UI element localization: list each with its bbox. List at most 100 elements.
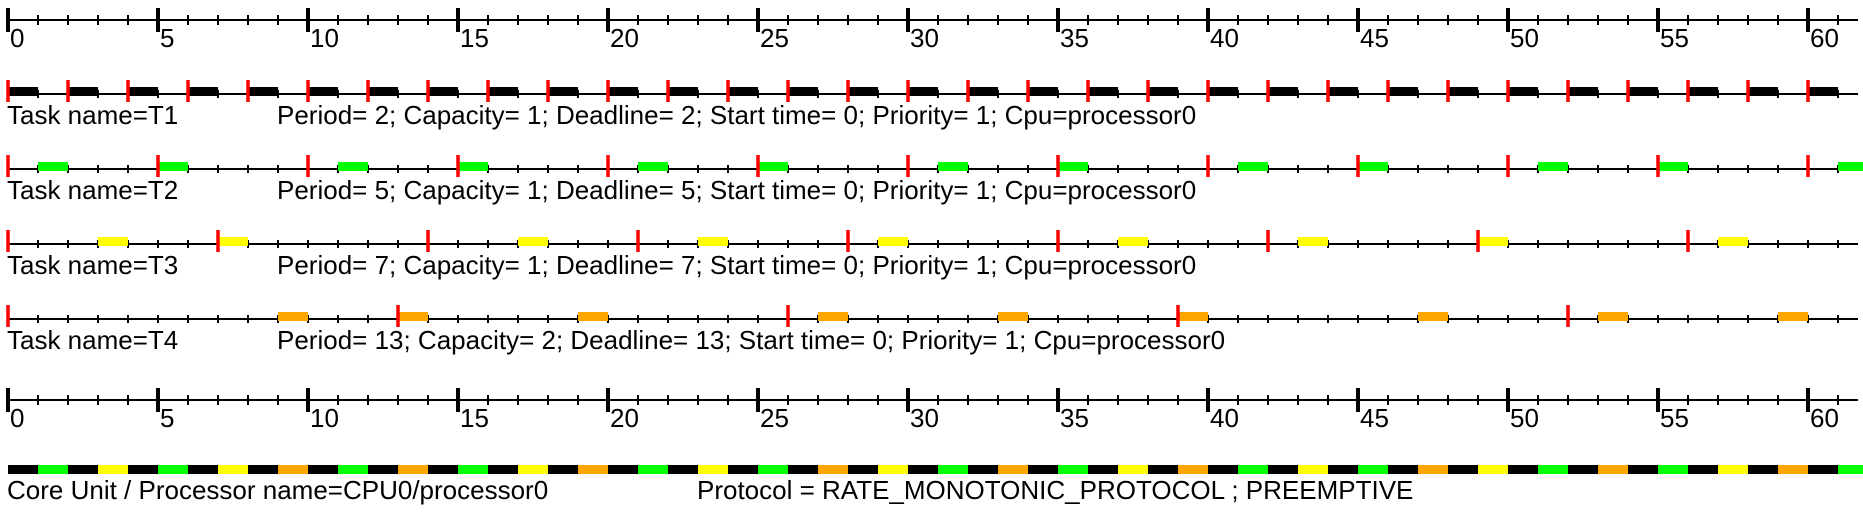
processor-execution-block	[1658, 465, 1688, 474]
execution-block	[1328, 87, 1358, 96]
execution-block	[158, 162, 188, 171]
time-tick-label: 55	[1660, 403, 1689, 433]
processor-execution-block	[908, 465, 938, 474]
processor-execution-block	[98, 465, 128, 474]
processor-execution-block	[38, 465, 68, 474]
time-tick-label: 60	[1810, 23, 1839, 53]
processor-execution-block	[278, 465, 308, 474]
processor-execution-block	[398, 465, 428, 474]
processor-row-layer	[8, 465, 1863, 474]
task-label-t2: Task name=T2	[7, 175, 178, 205]
time-tick-label: 10	[310, 403, 339, 433]
execution-block	[818, 312, 848, 321]
execution-block	[1028, 87, 1058, 96]
processor-execution-block	[218, 465, 248, 474]
processor-execution-block	[1058, 465, 1088, 474]
execution-block	[458, 162, 488, 171]
time-tick-label: 25	[760, 403, 789, 433]
execution-block	[1508, 87, 1538, 96]
time-tick-label: 10	[310, 23, 339, 53]
processor-execution-block	[1748, 465, 1778, 474]
protocol-label: Protocol = RATE_MONOTONIC_PROTOCOL ; PRE…	[697, 475, 1413, 505]
time-tick-label: 50	[1510, 23, 1539, 53]
processor-execution-block	[668, 465, 698, 474]
task-details-t4: Period= 13; Capacity= 2; Deadline= 13; S…	[277, 325, 1225, 355]
execution-block	[1418, 312, 1448, 321]
task-row-t1	[6, 80, 1858, 102]
processor-execution-block	[938, 465, 968, 474]
task-label-t1: Task name=T1	[7, 100, 178, 130]
execution-block	[1598, 312, 1628, 321]
execution-block	[68, 87, 98, 96]
processor-execution-block	[1808, 465, 1838, 474]
processor-execution-block	[848, 465, 878, 474]
time-tick-label: 5	[160, 403, 174, 433]
execution-block	[638, 162, 668, 171]
processor-execution-block	[1598, 465, 1628, 474]
processor-execution-block	[368, 465, 398, 474]
execution-block	[1058, 162, 1088, 171]
execution-block	[578, 312, 608, 321]
processor-execution-block	[1838, 465, 1863, 474]
processor-execution-block	[488, 465, 518, 474]
execution-block	[1538, 162, 1568, 171]
processor-execution-block	[8, 465, 38, 474]
processor-execution-block	[1478, 465, 1508, 474]
execution-block	[1148, 87, 1178, 96]
execution-block	[998, 312, 1028, 321]
execution-block	[848, 87, 878, 96]
processor-execution-block	[998, 465, 1028, 474]
processor-execution-block	[1178, 465, 1208, 474]
execution-block	[338, 162, 368, 171]
processor-execution-block	[1088, 465, 1118, 474]
execution-block	[488, 87, 518, 96]
execution-block	[428, 87, 458, 96]
time-axis-top: 0 5 10 15 20 25 30 35 40 45 50 55 60	[6, 8, 1858, 53]
processor-execution-block	[698, 465, 728, 474]
processor-execution-block	[728, 465, 758, 474]
processor-execution-block	[1418, 465, 1448, 474]
processor-execution-block	[128, 465, 158, 474]
execution-block	[968, 87, 998, 96]
processor-execution-block	[1028, 465, 1058, 474]
processor-execution-block	[578, 465, 608, 474]
time-tick-label: 60	[1810, 403, 1839, 433]
execution-block	[608, 87, 638, 96]
execution-block	[1688, 87, 1718, 96]
processor-execution-block	[608, 465, 638, 474]
task-row-t4	[6, 305, 1858, 327]
processor-execution-block	[1568, 465, 1598, 474]
processor-execution-block	[1148, 465, 1178, 474]
execution-block	[128, 87, 158, 96]
execution-block	[1718, 237, 1748, 246]
execution-block	[1748, 87, 1778, 96]
execution-block	[1208, 87, 1238, 96]
processor-execution-block	[68, 465, 98, 474]
execution-block	[1808, 87, 1838, 96]
processor-execution-block	[878, 465, 908, 474]
execution-block	[188, 87, 218, 96]
processor-execution-block	[1208, 465, 1238, 474]
processor-execution-block	[1268, 465, 1298, 474]
execution-block	[1388, 87, 1418, 96]
time-axis-middle: 0 5 10 15 20 25 30 35 40 45 50 55 60	[6, 388, 1858, 433]
execution-block	[1628, 87, 1658, 96]
processor-execution-block	[1718, 465, 1748, 474]
execution-block	[698, 237, 728, 246]
processor-execution-block	[458, 465, 488, 474]
processor-execution-block	[1448, 465, 1478, 474]
time-tick-label: 45	[1360, 403, 1389, 433]
task-label-t4: Task name=T4	[7, 325, 178, 355]
execution-block	[728, 87, 758, 96]
processor-execution-block	[548, 465, 578, 474]
processor-execution-block	[1298, 465, 1328, 474]
execution-block	[218, 237, 248, 246]
task-rows-layer	[6, 80, 1863, 327]
processor-execution-block	[338, 465, 368, 474]
processor-execution-block	[1538, 465, 1568, 474]
processor-execution-block	[1778, 465, 1808, 474]
execution-block	[398, 312, 428, 321]
processor-execution-block	[428, 465, 458, 474]
processor-execution-block	[818, 465, 848, 474]
